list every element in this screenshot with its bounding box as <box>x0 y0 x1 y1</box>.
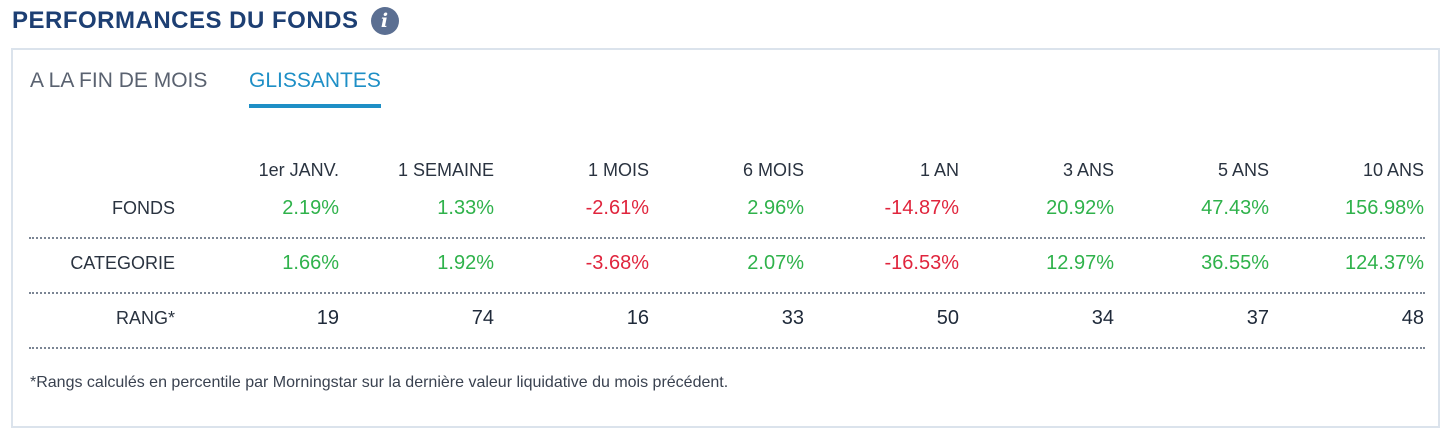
row-divider <box>29 347 1425 349</box>
table-cell: 50 <box>936 307 959 329</box>
column-header: 6 MOIS <box>742 160 804 180</box>
table-cell: 16 <box>626 307 649 329</box>
table-cell: 1.33% <box>437 197 494 219</box>
row-label-fund-row: FONDS <box>112 198 175 218</box>
active-tab-indicator <box>249 104 381 108</box>
table-cell: 2.19% <box>282 197 339 219</box>
tab-label: A LA FIN DE MOIS <box>30 69 208 92</box>
column-header: 3 ANS <box>1062 160 1114 180</box>
column-header: 5 ANS <box>1217 160 1269 180</box>
table-cell: 34 <box>1091 307 1114 329</box>
table-cell: 48 <box>1401 307 1424 329</box>
row-divider <box>29 292 1425 294</box>
column-header: 1er JANV. <box>258 160 339 180</box>
table-cell: -16.53% <box>884 252 960 274</box>
table-cell: 2.07% <box>747 252 804 274</box>
table-cell: 1.66% <box>282 252 339 274</box>
row-label-category-row: CATEGORIE <box>70 253 175 273</box>
table-cell: 20.92% <box>1046 197 1114 219</box>
column-header: 1 SEMAINE <box>397 160 494 180</box>
column-header: 1 MOIS <box>587 160 649 180</box>
table-cell: 33 <box>781 307 804 329</box>
table-cell: -14.87% <box>884 197 960 219</box>
table-cell: 47.43% <box>1201 197 1269 219</box>
table-cell: 36.55% <box>1201 252 1269 274</box>
table-cell: -3.68% <box>585 252 649 274</box>
section-title: PERFORMANCES DU FONDS <box>12 7 359 34</box>
column-header: 1 AN <box>919 160 959 180</box>
table-cell: 74 <box>471 307 494 329</box>
table-cell: 19 <box>316 307 339 329</box>
table-cell: 12.97% <box>1046 252 1114 274</box>
section-header: PERFORMANCES DU FONDS i <box>12 4 399 38</box>
column-header: 10 ANS <box>1362 160 1424 180</box>
table-cell: 2.96% <box>747 197 804 219</box>
tab-rolling[interactable]: GLISSANTES <box>249 66 381 110</box>
row-divider <box>29 237 1425 239</box>
table-cell: 124.37% <box>1345 252 1424 274</box>
tab-end-of-month[interactable]: A LA FIN DE MOIS <box>30 66 207 110</box>
tab-label: GLISSANTES <box>249 69 381 92</box>
footnote: *Rangs calculés en percentile par Mornin… <box>30 374 729 391</box>
table-cell: 156.98% <box>1345 197 1424 219</box>
table-cell: 1.92% <box>437 252 494 274</box>
info-icon[interactable]: i <box>370 7 399 35</box>
row-label-rank-row: RANG* <box>115 308 175 328</box>
table-cell: -2.61% <box>585 197 649 219</box>
table-cell: 37 <box>1246 307 1269 329</box>
